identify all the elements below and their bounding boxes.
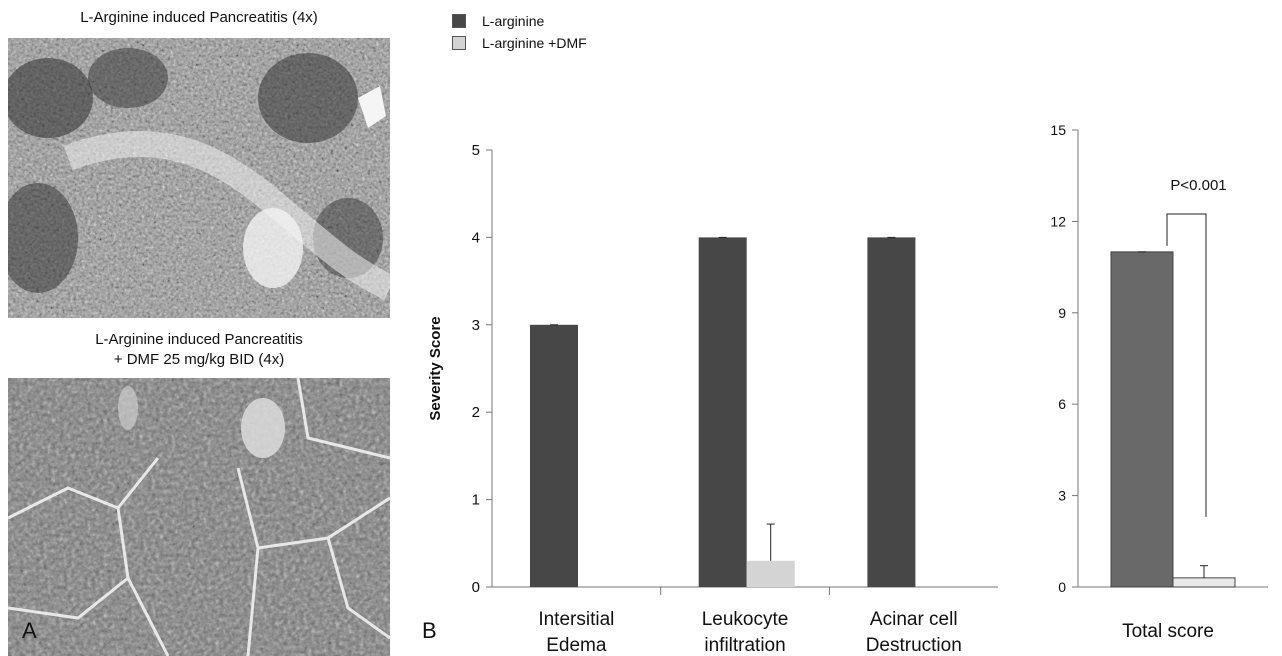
legend-item-l-arginine: L-arginine — [452, 10, 587, 32]
chart1-x-tick-label: Leukocyte — [702, 609, 789, 630]
micrograph-pancreatitis — [8, 38, 390, 318]
chart2-x-tick-label: Total score — [1122, 621, 1214, 642]
chart2-annotation-p-value: P<0.001 — [1170, 177, 1226, 194]
micrograph-2-caption: L-Arginine induced Pancreatitis + DMF 25… — [8, 330, 390, 370]
chart2-y-tick-label: 0 — [1058, 579, 1066, 595]
chart2-significance-bracket — [1166, 213, 1207, 517]
chart1-bar-l-arginine — [698, 237, 747, 587]
micrograph-2-caption-line2: + DMF 25 mg/kg BID (4x) — [113, 351, 285, 368]
chart2-y-tick-label: 3 — [1058, 488, 1066, 504]
chart1-bar-l-arginine — [867, 237, 916, 587]
chart2-bar-l-arginine — [1110, 251, 1174, 588]
chart2-y-tick-label: 15 — [1050, 122, 1066, 138]
legend-swatch-l-arginine — [452, 14, 466, 28]
chart1-x-tick-label: infiltration — [704, 635, 785, 656]
chart2-y-tick-label: 9 — [1058, 305, 1066, 321]
legend-item-l-arginine-dmf: L-arginine +DMF — [452, 32, 587, 54]
panel-label-b: B — [422, 618, 437, 643]
micrograph-1-caption: L-Arginine induced Pancreatitis (4x) — [80, 9, 318, 26]
chart2-y-tick-label: 12 — [1050, 213, 1066, 229]
chart1-x-tick-label: Acinar cell — [870, 609, 958, 630]
chart1-y-tick-label: 3 — [472, 317, 480, 334]
chart1-bar-l-arginine-dmf — [746, 560, 795, 587]
chart1-y-tick-label: 2 — [472, 404, 480, 421]
micrograph-dmf-treated — [8, 378, 390, 656]
chart2-bar-l-arginine-dmf — [1172, 577, 1236, 588]
legend-label-l-arginine: L-arginine — [482, 13, 545, 29]
chart1-x-tick-label: Intersitial — [538, 609, 614, 630]
chart1-y-tick-label: 0 — [472, 579, 480, 596]
legend-label-l-arginine-dmf: L-arginine +DMF — [482, 35, 587, 51]
chart1-y-tick-label: 1 — [472, 492, 480, 509]
chart2-y-tick-label: 6 — [1058, 396, 1066, 412]
chart1-y-axis-label: Severity Score — [427, 316, 444, 420]
chart-legend: L-arginine L-arginine +DMF — [452, 10, 587, 54]
chart1-y-tick-label: 4 — [472, 229, 480, 246]
chart1-x-tick-label: Edema — [546, 635, 607, 656]
chart1-x-tick-label: Destruction — [866, 635, 962, 656]
chart1-bar-l-arginine — [530, 324, 578, 587]
micrograph-2-caption-line1: L-Arginine induced Pancreatitis — [95, 331, 303, 348]
chart1-y-tick-label: 5 — [472, 142, 480, 159]
panel-label-a: A — [22, 618, 37, 643]
legend-swatch-l-arginine-dmf — [452, 36, 466, 50]
